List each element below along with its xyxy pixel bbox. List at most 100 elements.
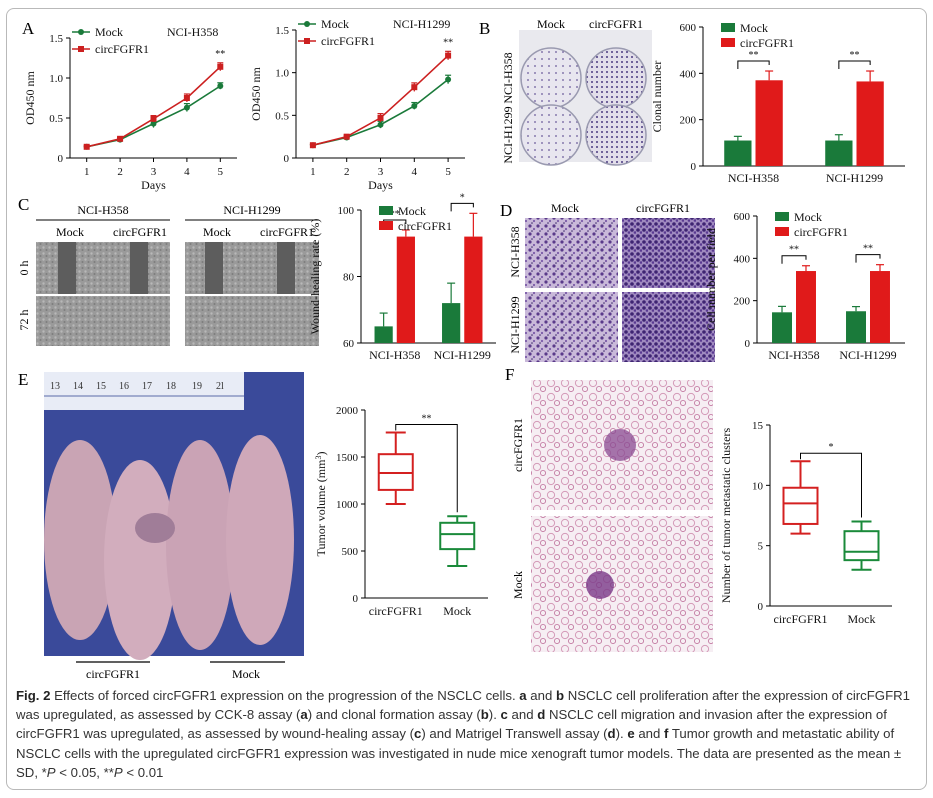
series-line-0 [312,78,449,146]
x-tick-label: 5 [445,166,451,178]
significance-mark: ** [749,50,759,61]
y-tick-label: 1000 [336,499,359,511]
data-point [150,115,157,122]
y-tick-label: 0 [58,153,64,165]
svg-text:13: 13 [50,381,60,392]
caption-segment: Tumor growth and metastatic ability of N… [16,726,902,780]
y-tick-label: 600 [734,211,751,223]
caption-segment: d [537,707,546,723]
colony-photo-grid [519,30,652,166]
wound-sub-mock-2: Mock [203,225,231,239]
panel-letter-f: F [505,365,514,384]
caption-segment: ) and Matrigel Transwell assay ( [421,726,608,742]
data-point [343,133,350,140]
y-tick-label: 0 [758,601,764,613]
y-tick-label: 1.0 [49,73,63,85]
significance-mark: * [460,192,465,203]
bar [856,81,884,166]
legend-marker [78,46,84,52]
bar [796,271,816,343]
series-line-1 [86,66,221,148]
box [439,521,476,551]
wound-sub-circ-1: circFGFR1 [113,225,167,239]
legend-cell-line: NCI-H358 [167,25,218,39]
wound-row-72h: 72 h [17,310,31,331]
x-tick-label: 2 [117,166,123,178]
significance-mark: ** [863,244,873,255]
x-tick-label: NCI-H358 [369,348,420,362]
significance-bracket [781,255,807,264]
legend-cell-line: NCI-H1299 [393,17,450,31]
y-tick-label: 10 [752,480,764,492]
data-point [150,120,157,127]
caption-segment: c [500,707,508,723]
x-tick-label: NCI-H1299 [839,348,896,362]
mice-group-circ: circFGFR1 [86,667,140,681]
transwell-row-h1299: NCI-H1299 [508,296,522,353]
bar [846,311,866,343]
data-point [445,76,452,83]
data-point [83,143,90,150]
x-tick-label: 1 [310,166,316,178]
panel-letter-c: C [18,195,29,214]
significance-bracket [800,452,862,518]
wound-sub-mock-1: Mock [56,225,84,239]
legend-swatch [379,206,393,215]
caption-segment: P [113,764,123,780]
x-tick-label: Mock [848,612,876,626]
mice-group-mock: Mock [232,667,260,681]
wound-group-h358: NCI-H358 [77,203,128,217]
data-point [217,83,224,89]
series-line-1 [312,55,449,146]
svg-text:2l: 2l [216,381,224,392]
x-tick-label: NCI-H358 [768,348,819,362]
significance-mark: ** [850,50,860,61]
transwell-col-mock: Mock [551,201,579,215]
svg-text:14: 14 [73,381,83,392]
caption-segment: NSCLC cell migration and invasion after … [16,707,887,742]
panel-letter-d: D [500,201,512,220]
y-axis-label: OD450 nm [23,71,37,125]
x-tick-label: NCI-H1299 [826,171,883,185]
bar [724,140,752,166]
x-tick-label: Mock [443,604,471,618]
legend-marker [304,21,310,27]
y-tick-label: 15 [752,420,764,432]
caption-segment: Effects of forced circFGFR1 expression o… [54,688,520,703]
colony-row-h1299: NCI-H1299 [501,106,515,163]
data-point [183,95,190,101]
ruler-numbers: 13 14 15 16 17 18 19 2l [50,381,224,392]
caption-segment: a [300,707,308,723]
significance-mark: ** [789,245,799,256]
legend-swatch [379,221,393,230]
significance-bracket [450,202,474,212]
y-tick-label: 1.0 [275,68,289,80]
svg-text:15: 15 [96,381,106,392]
y-tick-label: 1500 [336,452,359,464]
legend-swatch [775,212,789,221]
bar [464,236,483,343]
caption-segment: and [526,688,556,703]
x-tick-label: 5 [218,166,224,178]
caption-segment: ). [615,726,628,742]
wound-sub-circ-2: circFGFR1 [260,225,314,239]
legend-label: Mock [321,17,349,31]
caption-segment: < 0.05, ** [55,764,114,780]
wound-group-h1299: NCI-H1299 [223,203,280,217]
y-tick-label: 200 [680,115,697,127]
significance-mark: ** [443,37,453,48]
bar [772,312,792,343]
data-point [445,52,452,59]
legend-label: circFGFR1 [398,219,452,233]
svg-text:17: 17 [142,381,152,392]
data-point [309,142,316,149]
y-tick-label: 80 [343,272,355,284]
y-tick-label: 600 [680,22,697,34]
x-tick-label: 2 [344,166,350,178]
y-axis-label: Cell number per field [704,228,718,331]
caption-segment: d [607,726,616,742]
data-point [183,104,190,111]
box [782,486,819,525]
y-tick-label: 0 [745,338,751,350]
